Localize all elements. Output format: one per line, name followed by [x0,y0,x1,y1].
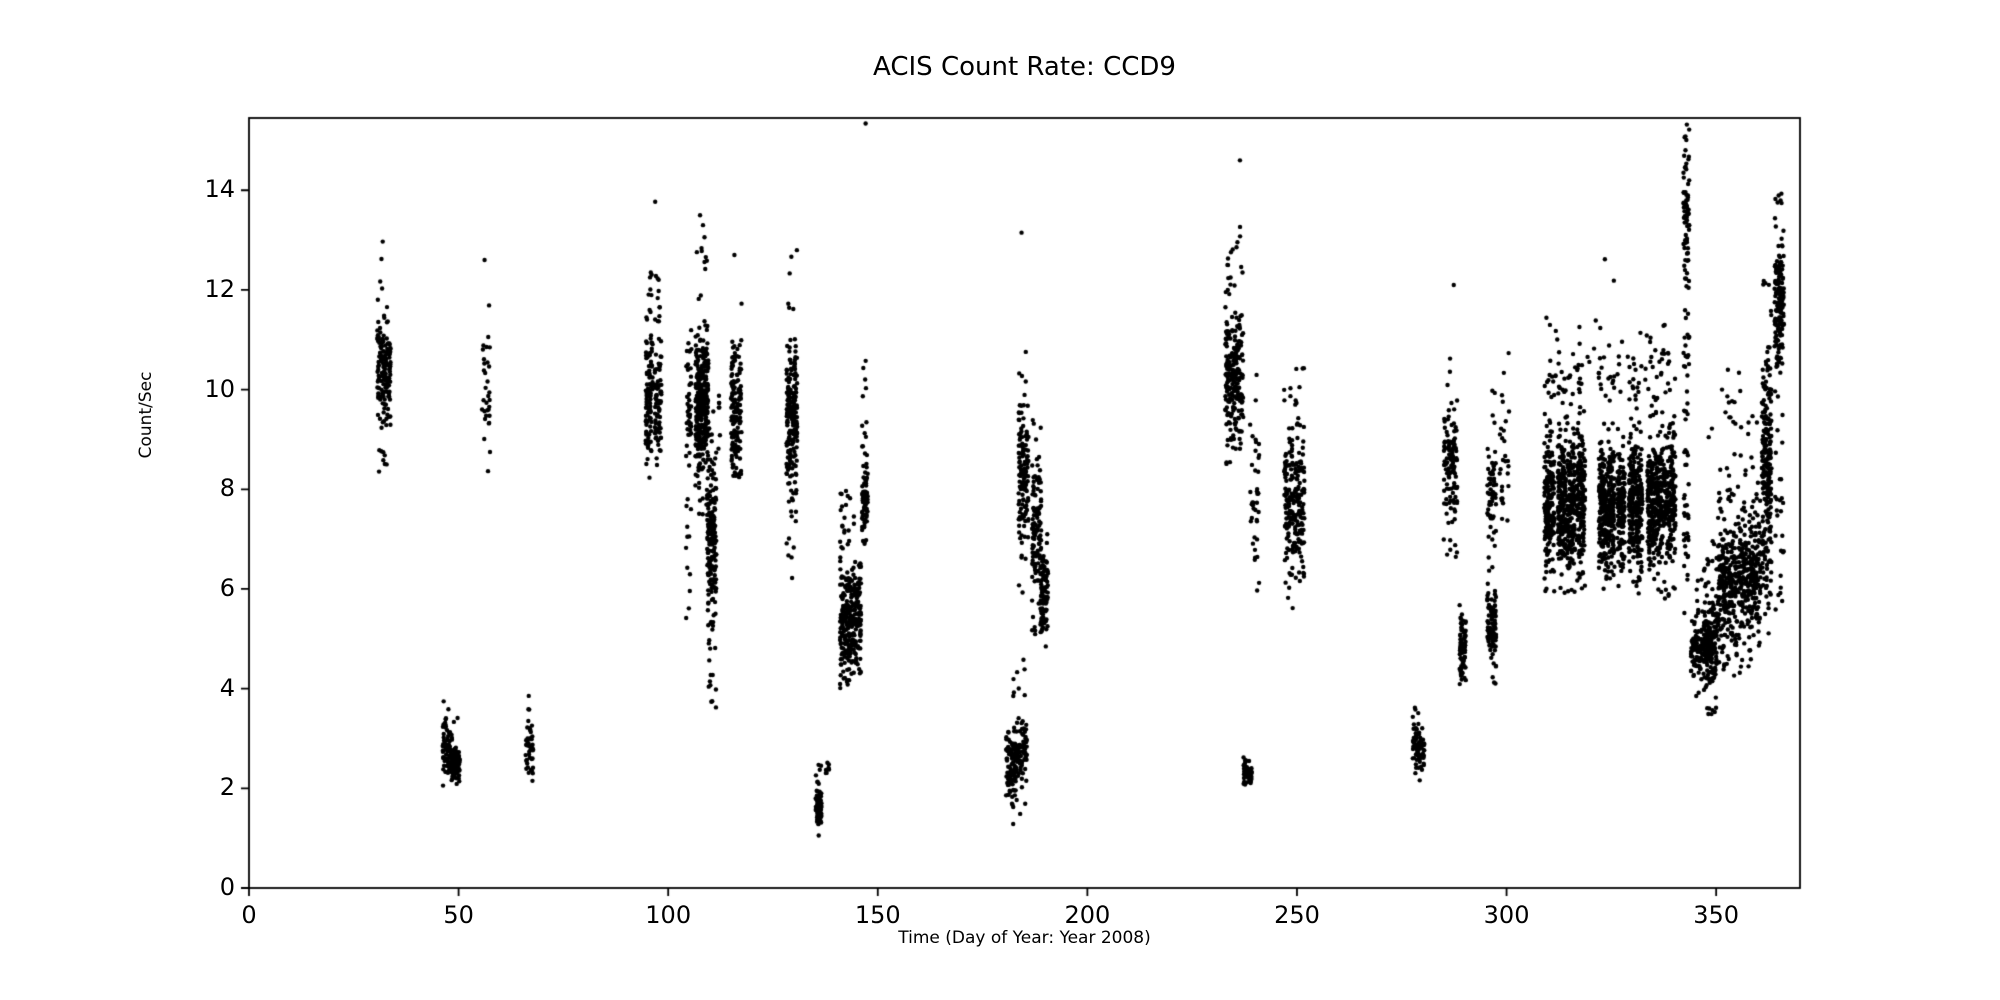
x-tick-label: 250 [1274,901,1320,929]
x-tick-label: 150 [854,901,901,929]
y-tick-label: 4 [219,673,235,702]
x-tick-label: 0 [241,901,257,929]
x-axis-label: Time (Day of Year: Year 2008) [898,928,1151,948]
y-tick-label: 8 [219,474,235,503]
x-tick-label: 200 [1064,901,1111,929]
y-tick-label: 0 [219,873,235,901]
y-axis-label: Count/Sec [136,371,156,459]
x-tick-label: 100 [645,901,692,929]
y-tick-label: 12 [204,274,235,303]
chart-title: ACIS Count Rate: CCD9 [873,52,1176,82]
y-tick-label: 6 [219,573,235,602]
y-tick-label: 2 [219,773,235,802]
x-tick-label: 350 [1693,901,1740,929]
x-tick-label: 50 [443,901,474,929]
x-tick-label: 300 [1483,901,1530,929]
y-tick-label: 14 [204,175,235,204]
y-tick-label: 10 [204,374,235,403]
